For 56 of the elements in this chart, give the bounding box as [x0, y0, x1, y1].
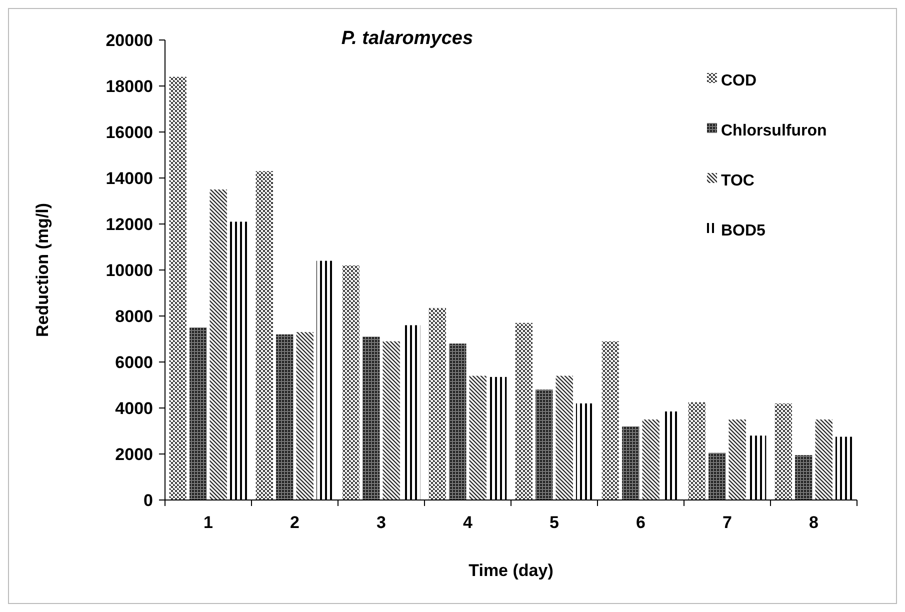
bar: [602, 341, 620, 500]
bar: [642, 420, 660, 500]
bar: [210, 190, 227, 500]
y-tick-label: 14000: [106, 168, 153, 188]
bar: [276, 334, 294, 500]
bar: [622, 426, 640, 500]
bar: [774, 403, 792, 500]
bar: [428, 308, 446, 500]
bar: [296, 332, 314, 500]
bar: [169, 76, 187, 500]
bar: [708, 452, 726, 500]
x-tick-label: 4: [463, 513, 474, 532]
y-tick-label: 8000: [115, 306, 153, 326]
y-tick-label: 0: [144, 490, 153, 510]
bar: [316, 260, 334, 500]
y-tick-label: 20000: [106, 30, 153, 50]
y-tick-label: 12000: [106, 214, 153, 234]
x-tick-label: 7: [722, 513, 732, 532]
x-tick-label: 2: [290, 513, 300, 532]
y-tick-label: 18000: [106, 76, 153, 96]
bar: [688, 402, 706, 500]
y-tick-label: 2000: [115, 444, 153, 464]
x-tick-label: 6: [636, 513, 646, 532]
legend-label: Chlorsulfuron: [721, 122, 827, 140]
bar: [362, 336, 380, 500]
x-tick-label: 1: [204, 513, 213, 532]
bar: [556, 376, 573, 500]
x-axis-title: Time (day): [468, 561, 554, 580]
bar: [748, 436, 766, 500]
chart-title: P. talaromyces: [341, 28, 474, 49]
y-tick-label: 10000: [106, 260, 153, 280]
bar: [190, 328, 207, 500]
legend-label: TOC: [721, 172, 755, 190]
bar: [728, 420, 746, 500]
bar: [576, 403, 594, 500]
y-tick-label: 16000: [106, 122, 153, 142]
legend-label: BOD5: [721, 222, 766, 240]
bar: [489, 376, 507, 500]
bar: [449, 344, 466, 500]
x-tick-label: 8: [809, 513, 818, 532]
y-tick-label: 4000: [115, 398, 153, 418]
y-tick-label: 6000: [115, 352, 153, 372]
bar: [469, 376, 486, 500]
bar: [835, 436, 853, 500]
bar: [342, 265, 360, 500]
bar: [230, 222, 248, 500]
legend-label: COD: [721, 72, 757, 90]
bar: [515, 322, 533, 500]
y-axis-title: Reduction (mg/l): [33, 202, 52, 338]
bar: [795, 455, 812, 500]
x-tick-label: 3: [376, 513, 386, 532]
bar: [382, 341, 400, 500]
bar: [256, 171, 274, 500]
bar: [536, 390, 553, 500]
x-tick-label: 5: [550, 513, 559, 532]
bar: [815, 420, 832, 500]
